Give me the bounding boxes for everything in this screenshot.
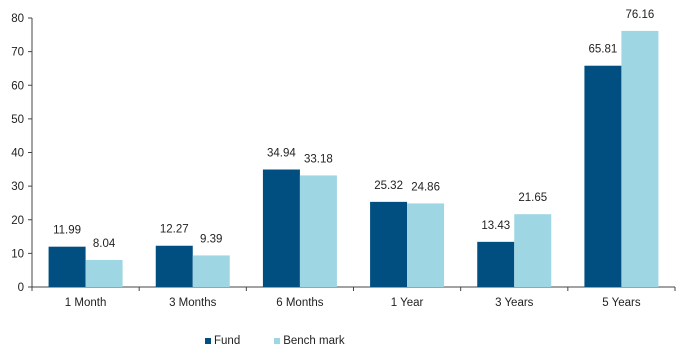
data-label-benchmark: 33.18 (304, 153, 333, 165)
bar-benchmark (407, 203, 445, 287)
y-tick-label: 30 (11, 181, 24, 193)
legend: Fund Bench mark (205, 335, 379, 347)
legend-item-benchmark: Bench mark (274, 335, 345, 347)
data-label-benchmark: 24.86 (411, 181, 440, 193)
data-label-fund: 13.43 (481, 220, 510, 232)
data-label-fund: 11.99 (53, 225, 81, 237)
data-label-fund: 34.94 (267, 148, 296, 160)
y-tick-label: 0 (18, 282, 24, 294)
bar-benchmark (621, 30, 659, 288)
x-tick-label: 1 Month (65, 297, 107, 309)
data-label-benchmark: 21.65 (518, 192, 547, 204)
data-label-fund: 25.32 (374, 180, 403, 192)
bar-benchmark (299, 175, 337, 287)
data-labels: 11.99 12.27 34.94 25.32 13.43 65.81 8.04 9.39 33… (53, 9, 654, 250)
bar-fund (155, 245, 193, 287)
bar-fund (262, 169, 300, 287)
data-label-fund: 12.27 (160, 224, 189, 236)
legend-label-fund: Fund (214, 335, 241, 347)
y-tick-label: 50 (11, 114, 24, 126)
bar-benchmark (514, 214, 552, 287)
x-tick-label: 6 Months (276, 297, 324, 309)
y-tick-label: 40 (11, 148, 24, 160)
y-tick-label: 80 (11, 13, 24, 25)
bar-fund (477, 241, 515, 287)
bar-fund (370, 201, 408, 287)
bars (48, 30, 659, 288)
x-tick-label: 5 Years (602, 297, 641, 309)
data-label-fund: 65.81 (589, 44, 618, 56)
data-label-benchmark: 9.39 (200, 233, 222, 245)
y-axis: 0 10 20 30 40 50 60 70 80 (11, 13, 33, 294)
x-tick-label: 1 Year (391, 297, 424, 309)
bar-benchmark (192, 255, 230, 287)
y-tick-label: 10 (11, 248, 24, 260)
data-label-benchmark: 76.16 (626, 9, 655, 21)
x-tick-label: 3 Months (169, 297, 217, 309)
bar-fund (584, 65, 622, 288)
legend-item-fund: Fund (205, 335, 240, 347)
bar-fund (48, 246, 86, 287)
bar-benchmark (85, 259, 123, 287)
legend-swatch-benchmark (274, 338, 281, 344)
legend-label-benchmark: Bench mark (283, 335, 345, 347)
data-label-benchmark: 8.04 (93, 238, 116, 250)
y-tick-label: 20 (11, 215, 24, 227)
x-tick-label: 3 Years (495, 297, 534, 309)
x-axis: 1 Month 3 Months 6 Months 1 Year 3 Years 5 Ye… (31, 286, 676, 309)
y-tick-label: 70 (11, 47, 24, 59)
legend-swatch-fund (205, 338, 211, 344)
y-tick-label: 60 (11, 80, 24, 92)
